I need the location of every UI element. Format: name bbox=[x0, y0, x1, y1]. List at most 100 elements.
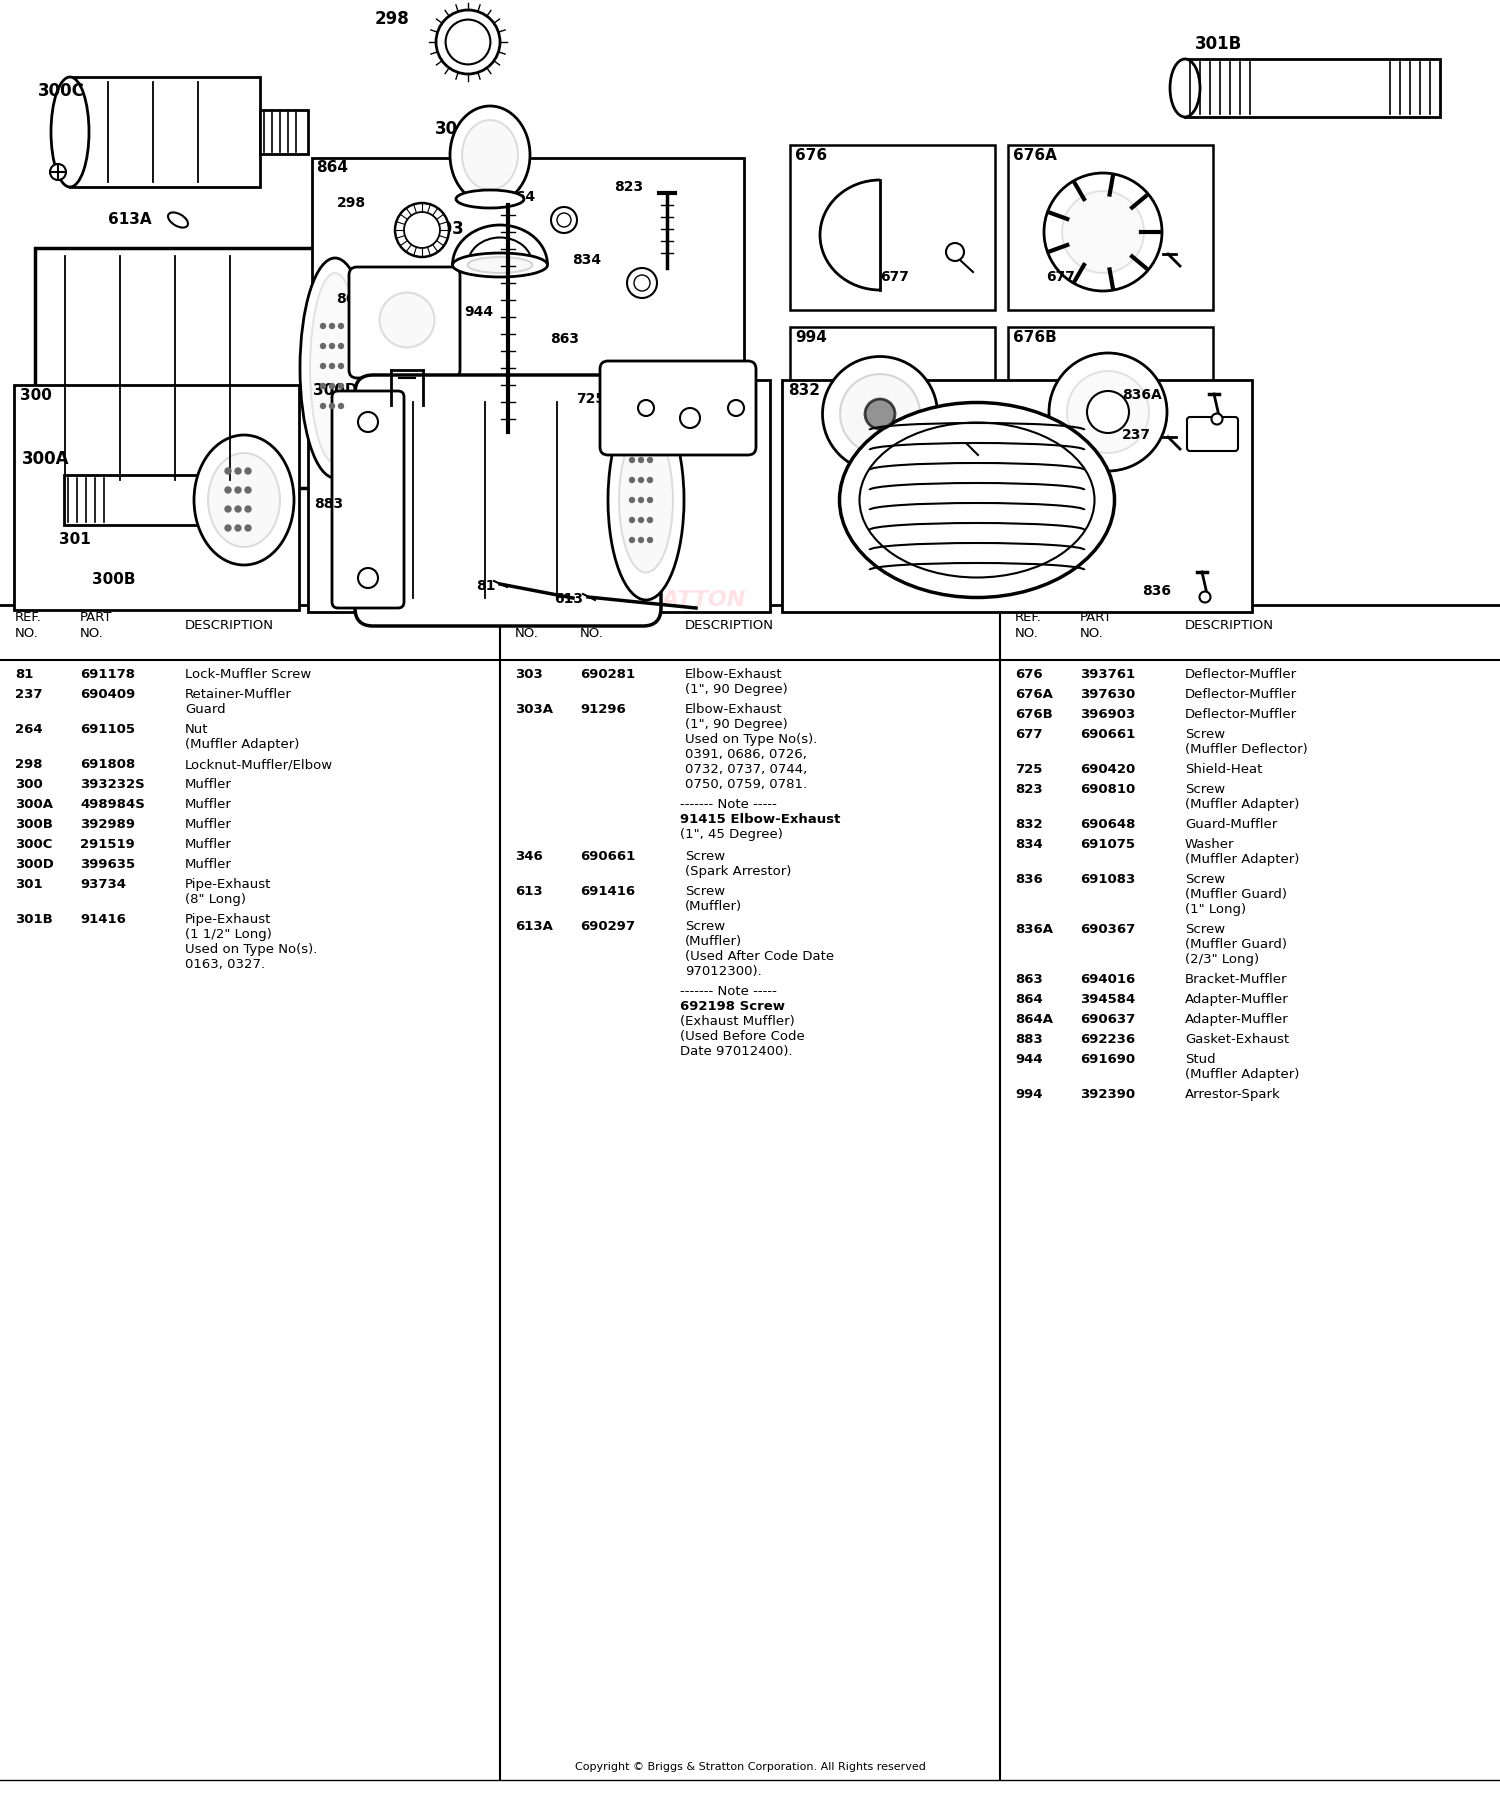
Text: Muffler: Muffler bbox=[184, 859, 232, 871]
Text: (1", 90 Degree): (1", 90 Degree) bbox=[686, 682, 788, 697]
Text: (Muffler Adapter): (Muffler Adapter) bbox=[1185, 853, 1299, 866]
Bar bbox=[64, 475, 219, 526]
Text: NO.: NO. bbox=[1080, 626, 1104, 641]
Text: 692236: 692236 bbox=[1080, 1033, 1136, 1046]
Ellipse shape bbox=[358, 569, 378, 589]
Ellipse shape bbox=[728, 400, 744, 416]
Ellipse shape bbox=[339, 344, 344, 349]
Text: (Spark Arrestor): (Spark Arrestor) bbox=[686, 866, 792, 878]
Ellipse shape bbox=[639, 477, 644, 482]
Text: 613: 613 bbox=[554, 592, 584, 607]
Text: (1 1/2" Long): (1 1/2" Long) bbox=[184, 929, 272, 941]
Ellipse shape bbox=[468, 257, 532, 274]
Ellipse shape bbox=[310, 274, 360, 463]
Text: 836A: 836A bbox=[1122, 389, 1161, 401]
Text: Copyright © Briggs & Stratton Corporation. All Rights reserved: Copyright © Briggs & Stratton Corporatio… bbox=[574, 1762, 926, 1771]
Text: 691105: 691105 bbox=[80, 724, 135, 736]
Text: 690810: 690810 bbox=[1080, 783, 1136, 796]
Ellipse shape bbox=[244, 526, 250, 531]
Ellipse shape bbox=[1200, 592, 1210, 603]
Text: Gasket-Exhaust: Gasket-Exhaust bbox=[1185, 1033, 1288, 1046]
Text: 300D: 300D bbox=[314, 383, 357, 398]
Text: NO.: NO. bbox=[1016, 626, 1040, 641]
Text: 691083: 691083 bbox=[1080, 873, 1136, 886]
Text: REF.: REF. bbox=[514, 610, 541, 625]
Text: 676A: 676A bbox=[1016, 688, 1053, 700]
Text: 392390: 392390 bbox=[1080, 1087, 1136, 1102]
Text: 300A: 300A bbox=[22, 450, 69, 468]
Text: 834: 834 bbox=[1016, 839, 1042, 851]
Ellipse shape bbox=[321, 383, 326, 389]
Ellipse shape bbox=[648, 497, 652, 502]
FancyBboxPatch shape bbox=[332, 391, 404, 608]
Ellipse shape bbox=[627, 268, 657, 299]
Text: Adapter-Muffler: Adapter-Muffler bbox=[1185, 1013, 1288, 1026]
Text: Muffler: Muffler bbox=[184, 778, 232, 790]
Text: 303: 303 bbox=[514, 668, 543, 680]
Text: 303A: 303A bbox=[435, 121, 483, 139]
Ellipse shape bbox=[822, 356, 938, 472]
Ellipse shape bbox=[630, 477, 634, 482]
Bar bbox=[1008, 328, 1214, 491]
Text: 863: 863 bbox=[1016, 974, 1042, 986]
Ellipse shape bbox=[550, 207, 578, 232]
Text: 691808: 691808 bbox=[80, 758, 135, 770]
Text: REF.: REF. bbox=[1016, 610, 1042, 625]
Text: Screw: Screw bbox=[686, 886, 724, 898]
Ellipse shape bbox=[244, 506, 250, 511]
Text: 237: 237 bbox=[1122, 428, 1150, 443]
Text: 832: 832 bbox=[1016, 817, 1042, 832]
Bar bbox=[34, 248, 345, 488]
Text: 300A: 300A bbox=[15, 797, 52, 812]
Text: 690661: 690661 bbox=[580, 850, 636, 862]
Text: 393232S: 393232S bbox=[80, 778, 144, 790]
Text: 677: 677 bbox=[1046, 270, 1076, 284]
Text: 834: 834 bbox=[572, 254, 602, 266]
Text: 944: 944 bbox=[1016, 1053, 1042, 1066]
Ellipse shape bbox=[556, 212, 572, 227]
Text: 392989: 392989 bbox=[80, 817, 135, 832]
Ellipse shape bbox=[225, 488, 231, 493]
Text: Pipe-Exhaust: Pipe-Exhaust bbox=[184, 878, 272, 891]
Text: 691690: 691690 bbox=[1080, 1053, 1136, 1066]
Bar bbox=[260, 110, 308, 155]
FancyBboxPatch shape bbox=[1186, 418, 1237, 452]
Text: Retainer-Muffler: Retainer-Muffler bbox=[184, 688, 292, 700]
Ellipse shape bbox=[620, 428, 674, 572]
Text: 690297: 690297 bbox=[580, 920, 634, 932]
Text: 498984S: 498984S bbox=[80, 797, 146, 812]
Ellipse shape bbox=[209, 454, 280, 547]
Ellipse shape bbox=[946, 243, 964, 261]
Text: 677: 677 bbox=[1046, 454, 1076, 468]
Ellipse shape bbox=[339, 364, 344, 369]
Text: 676B: 676B bbox=[1016, 707, 1053, 722]
Ellipse shape bbox=[236, 468, 242, 473]
Text: 613A: 613A bbox=[108, 212, 152, 227]
Ellipse shape bbox=[339, 403, 344, 409]
Ellipse shape bbox=[1170, 59, 1200, 117]
Text: 91296: 91296 bbox=[580, 704, 626, 716]
Text: 676: 676 bbox=[1016, 668, 1042, 680]
Text: Elbow-Exhaust: Elbow-Exhaust bbox=[686, 668, 783, 680]
Text: Shield-Heat: Shield-Heat bbox=[1185, 763, 1263, 776]
Text: (Muffler Deflector): (Muffler Deflector) bbox=[1185, 743, 1308, 756]
Text: Pipe-Exhaust: Pipe-Exhaust bbox=[184, 913, 272, 925]
Text: 394584: 394584 bbox=[1080, 994, 1136, 1006]
Text: 298: 298 bbox=[338, 196, 366, 211]
FancyBboxPatch shape bbox=[590, 405, 654, 430]
Text: Deflector-Muffler: Deflector-Muffler bbox=[1185, 668, 1298, 680]
Ellipse shape bbox=[236, 526, 242, 531]
Text: 863: 863 bbox=[550, 331, 579, 346]
Ellipse shape bbox=[462, 121, 518, 191]
Text: Screw: Screw bbox=[1185, 727, 1225, 742]
Bar bbox=[1008, 146, 1214, 310]
Ellipse shape bbox=[168, 212, 188, 227]
Text: REF.: REF. bbox=[15, 610, 42, 625]
Text: 694016: 694016 bbox=[1080, 974, 1136, 986]
Text: Screw: Screw bbox=[1185, 873, 1225, 886]
Text: (Muffler): (Muffler) bbox=[686, 900, 742, 913]
Text: 691075: 691075 bbox=[1080, 839, 1136, 851]
Text: 677: 677 bbox=[1016, 727, 1042, 742]
Ellipse shape bbox=[630, 457, 634, 463]
Text: Deflector-Muffler: Deflector-Muffler bbox=[1185, 707, 1298, 722]
